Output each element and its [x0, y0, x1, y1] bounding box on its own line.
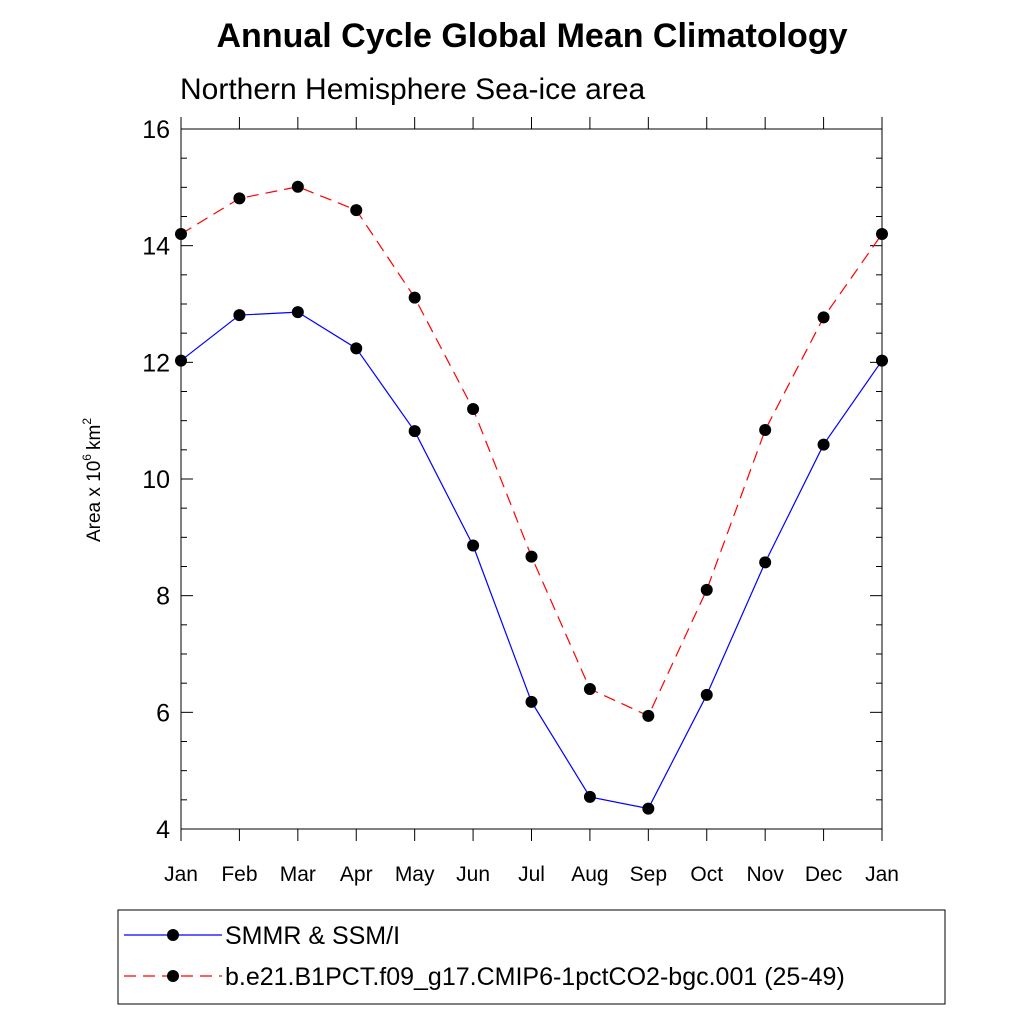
- data-point: [408, 291, 421, 304]
- y-tick-label: 16: [142, 116, 170, 144]
- x-tick-label: Jan: [865, 863, 899, 886]
- series-1: [175, 180, 888, 722]
- data-point: [525, 695, 538, 708]
- y-tick-label: 12: [142, 349, 170, 377]
- data-point: [817, 311, 830, 324]
- data-point: [175, 228, 187, 240]
- plot-border: [180, 128, 883, 830]
- data-point: [759, 424, 772, 436]
- series-0: [175, 306, 888, 815]
- legend-marker-0: [167, 929, 179, 941]
- y-tick-label: 10: [142, 466, 170, 494]
- legend-box: [117, 909, 946, 1005]
- data-point: [583, 683, 596, 695]
- data-point: [700, 583, 713, 596]
- data-point: [759, 556, 772, 569]
- data-point: [350, 204, 363, 217]
- x-tick-label: Apr: [340, 863, 373, 886]
- data-point: [876, 228, 888, 240]
- chart-title: Annual Cycle Global Mean Climatology: [217, 17, 848, 55]
- data-point: [175, 354, 187, 367]
- data-point: [876, 354, 888, 367]
- x-tick-label: Mar: [280, 863, 316, 886]
- x-axis: Jan Feb Mar Apr May Jun Jul Aug Sep Oct Nov Dec Jan: [164, 117, 899, 886]
- data-point: [525, 550, 538, 563]
- y-axis-label: Area x 106 km2: [80, 418, 105, 542]
- data-point: [467, 539, 480, 552]
- legend-marker-1: [167, 970, 179, 982]
- data-point: [291, 180, 304, 193]
- y-axis-label-exponent: 6: [80, 454, 94, 461]
- data-point: [583, 790, 596, 803]
- y-axis-label-unit: km: [84, 425, 105, 450]
- x-tick-label: May: [395, 863, 435, 886]
- series-layer: [175, 180, 888, 815]
- data-point: [233, 192, 246, 205]
- plot-frame: [180, 128, 883, 830]
- y-axis-label-unit-exponent: 2: [80, 418, 94, 425]
- x-tick-label: Dec: [805, 863, 842, 886]
- data-point: [350, 342, 363, 355]
- x-tick-label: Jun: [456, 863, 490, 886]
- legend-label-0: SMMR & SSM/I: [225, 922, 400, 950]
- x-tick-label: Sep: [630, 863, 667, 886]
- x-tick-label: Feb: [221, 863, 257, 886]
- series-line-1: [180, 186, 883, 717]
- legend: SMMR & SSM/I b.e21.B1PCT.f09_g17.CMIP6-1…: [117, 909, 946, 1005]
- legend-label-1: b.e21.B1PCT.f09_g17.CMIP6-1pctCO2-bgc.00…: [225, 963, 845, 991]
- y-tick-label: 4: [156, 816, 170, 844]
- y-tick-label: 8: [156, 583, 170, 611]
- y-tick-label: 6: [156, 699, 170, 727]
- x-tick-label: Oct: [690, 863, 723, 886]
- chart-subtitle: Northern Hemisphere Sea-ice area: [180, 73, 646, 106]
- data-point: [817, 438, 830, 451]
- data-point: [233, 309, 246, 322]
- data-point: [408, 425, 421, 438]
- data-point: [642, 709, 655, 722]
- data-point: [642, 802, 655, 815]
- data-point: [467, 403, 480, 415]
- x-tick-label: Aug: [571, 863, 608, 886]
- x-tick-label: Jul: [518, 863, 545, 886]
- data-point: [700, 688, 713, 701]
- x-tick-label: Jan: [164, 863, 198, 886]
- x-tick-label: Nov: [746, 863, 784, 886]
- data-point: [291, 306, 304, 319]
- y-tick-label: 14: [142, 233, 170, 261]
- y-axis-label-text: Area x 10: [84, 461, 105, 542]
- y-axis: 4 6 8 10 12 14 16: [142, 116, 882, 844]
